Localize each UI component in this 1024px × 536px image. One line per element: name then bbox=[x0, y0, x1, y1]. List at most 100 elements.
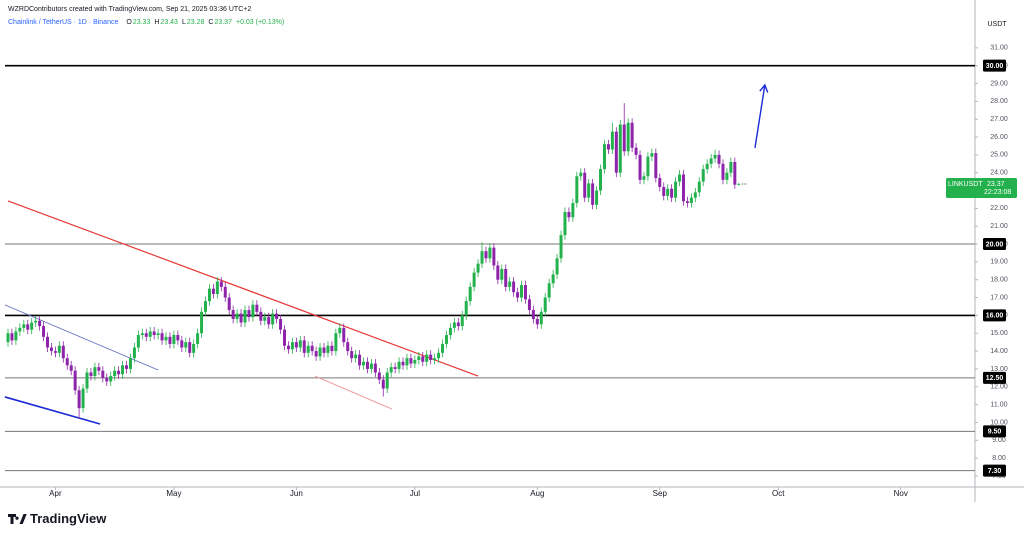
candle-body bbox=[610, 131, 614, 150]
candle-body bbox=[101, 370, 105, 378]
candle-body bbox=[239, 313, 243, 323]
candle-body bbox=[488, 247, 492, 259]
candle-body bbox=[109, 376, 113, 382]
x-tick-label: Sep bbox=[653, 489, 668, 498]
candle-body bbox=[587, 183, 591, 198]
candle-body bbox=[42, 326, 46, 337]
level-tag bbox=[983, 425, 1006, 438]
candle-body bbox=[34, 320, 38, 323]
y-tick-label: 11.00 bbox=[991, 401, 1008, 408]
candle-body bbox=[286, 345, 290, 350]
candle-body bbox=[579, 172, 583, 177]
ohlc-label: C bbox=[208, 19, 213, 26]
candle-body bbox=[602, 144, 606, 170]
level-tag bbox=[983, 464, 1006, 477]
candle-body bbox=[306, 345, 310, 353]
candle-body bbox=[555, 258, 559, 275]
candle-body bbox=[393, 367, 397, 369]
candle-body bbox=[654, 153, 658, 179]
candle-body bbox=[322, 347, 326, 353]
y-tick-label: 24.00 bbox=[990, 170, 1008, 177]
x-tick-label: May bbox=[166, 489, 181, 498]
candle-body bbox=[263, 317, 267, 321]
plot bbox=[4, 64, 975, 472]
y-tick-label: 12.00 bbox=[990, 384, 1008, 391]
candle-body bbox=[721, 163, 725, 180]
candle-body bbox=[6, 333, 10, 343]
candle-body bbox=[389, 367, 393, 373]
candle-body bbox=[650, 153, 654, 157]
candle-body bbox=[136, 335, 140, 348]
candle-body bbox=[125, 365, 129, 369]
candle-body bbox=[689, 197, 693, 204]
ohlc-label: H bbox=[154, 19, 159, 26]
x-tick-label: Jun bbox=[290, 489, 303, 498]
candle-body bbox=[113, 370, 117, 377]
ohlc-label: L bbox=[182, 19, 186, 26]
candle-body bbox=[53, 351, 57, 353]
symbol-title: Chainlink / TetherUS · 1D · Binance bbox=[8, 19, 118, 26]
price-tag-countdown: 22:23:08 bbox=[984, 189, 1011, 196]
candle-body bbox=[69, 365, 73, 371]
candle-body bbox=[105, 377, 109, 382]
candle-body bbox=[144, 333, 148, 337]
candle-body bbox=[377, 372, 381, 380]
y-tick-label: 21.00 bbox=[990, 223, 1008, 230]
candle-body bbox=[49, 347, 53, 352]
ohlc-legend: O 23.33 H 23.43 L 23.28 C 23.37 +0.03 (+0.13%) bbox=[126, 19, 284, 26]
attribution: WZRDContributors created with TradingVie… bbox=[8, 6, 251, 13]
level-tag bbox=[983, 371, 1006, 384]
candle-body bbox=[271, 313, 275, 325]
candle-body bbox=[279, 318, 283, 330]
candle-body bbox=[666, 188, 670, 196]
candle-body bbox=[22, 324, 26, 328]
candle-body bbox=[168, 336, 172, 344]
logo: TradingView bbox=[8, 511, 107, 526]
candle-body bbox=[508, 281, 512, 287]
candle-body bbox=[93, 367, 97, 377]
candle-body bbox=[330, 345, 334, 352]
level-label: 9.50 bbox=[988, 429, 1002, 436]
candle-body bbox=[464, 301, 468, 316]
candle-body bbox=[729, 161, 733, 173]
candle-body bbox=[152, 331, 156, 336]
trend-line bbox=[314, 375, 393, 410]
y-tick-label: 22.00 bbox=[990, 205, 1008, 212]
candle-body bbox=[160, 333, 164, 341]
candle-body bbox=[456, 322, 460, 327]
candle-body bbox=[520, 285, 524, 298]
candle-body bbox=[539, 311, 543, 325]
candle-body bbox=[681, 174, 685, 202]
candle-body bbox=[646, 156, 650, 177]
level-label: 20.00 bbox=[986, 241, 1004, 248]
candle-body bbox=[211, 288, 215, 294]
candle-body bbox=[85, 372, 89, 389]
candle-body bbox=[595, 190, 599, 205]
x-tick-label: Jul bbox=[410, 489, 420, 498]
candle-body bbox=[385, 372, 389, 389]
candle-body bbox=[176, 335, 180, 341]
candle-body bbox=[591, 183, 595, 205]
trend-line bbox=[4, 304, 159, 371]
logo-icon bbox=[8, 514, 27, 524]
candle-body bbox=[413, 359, 417, 364]
y-tick-label: 15.00 bbox=[990, 330, 1008, 337]
level-label: 16.00 bbox=[986, 313, 1004, 320]
candle-body bbox=[500, 269, 504, 280]
candle-body bbox=[46, 336, 50, 348]
candle-body bbox=[97, 367, 101, 371]
candle-body bbox=[717, 154, 721, 164]
ohlc-value: 23.28 bbox=[187, 19, 205, 26]
candle-body bbox=[326, 345, 330, 353]
candle-body bbox=[460, 315, 464, 327]
candle-body bbox=[559, 235, 563, 259]
candle-body bbox=[200, 311, 204, 334]
trend-line bbox=[7, 200, 479, 377]
candle-body bbox=[425, 354, 429, 362]
candle-body bbox=[294, 342, 298, 348]
candle-body bbox=[30, 322, 34, 330]
candle-body bbox=[642, 176, 646, 180]
